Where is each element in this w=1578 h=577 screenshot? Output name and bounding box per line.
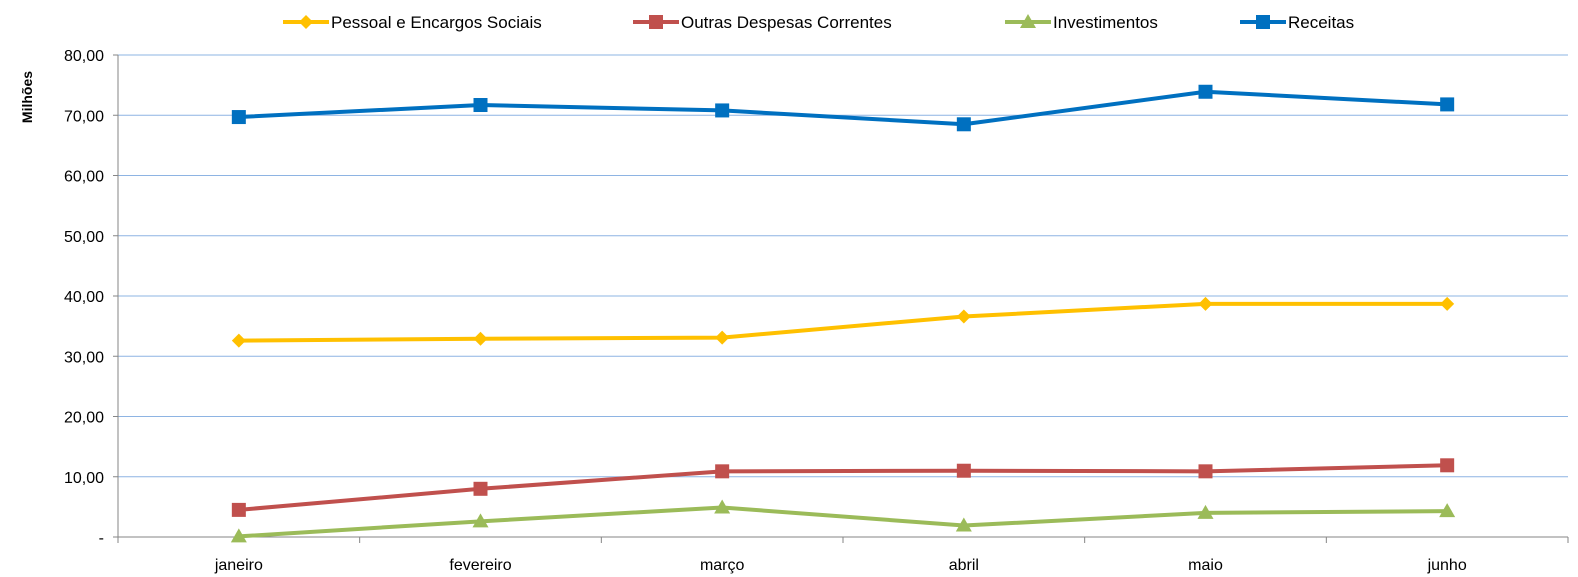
x-tick-label: abril <box>949 557 979 574</box>
y-tick-label: 30,00 <box>64 349 104 366</box>
series-outras-despesas-correntes <box>231 458 1455 517</box>
legend-marker <box>299 15 313 29</box>
data-point <box>1197 504 1214 519</box>
x-tick-label: março <box>700 557 745 574</box>
x-tick-label: maio <box>1188 557 1223 574</box>
data-point <box>1440 296 1455 311</box>
data-point <box>231 333 246 348</box>
series-line <box>238 89 1448 127</box>
x-tick-label: fevereiro <box>449 557 511 574</box>
legend-label: Receitas <box>1288 13 1354 32</box>
y-tick-label: 60,00 <box>64 169 104 186</box>
data-point <box>1439 503 1456 518</box>
y-tick-label: 20,00 <box>64 410 104 427</box>
data-point <box>956 463 971 478</box>
data-point <box>1440 97 1455 112</box>
legend-label: Outras Despesas Correntes <box>681 13 892 32</box>
legend-entry: Receitas <box>1240 13 1354 32</box>
y-tick-label: 80,00 <box>64 48 104 65</box>
series-layer <box>230 84 1456 543</box>
legend-entry: Investimentos <box>1005 13 1158 32</box>
x-tick-label: janeiro <box>214 557 263 574</box>
data-point <box>956 117 971 132</box>
y-tick-label: 70,00 <box>64 108 104 125</box>
grid-layer <box>118 54 1568 478</box>
series-receitas <box>231 84 1455 132</box>
legend-marker <box>1256 15 1270 29</box>
data-point <box>231 110 246 125</box>
data-point <box>955 517 972 532</box>
series-investimentos <box>230 499 1456 543</box>
y-tick-label: 50,00 <box>64 229 104 246</box>
data-point <box>1198 84 1213 99</box>
y-tick-label: - <box>99 530 104 547</box>
data-point <box>1198 296 1213 311</box>
legend-label: Pessoal e Encargos Sociais <box>331 13 542 32</box>
legend-marker <box>1020 14 1036 28</box>
data-point <box>715 464 730 479</box>
series-line <box>238 505 1448 539</box>
data-point <box>230 528 247 543</box>
legend-entry: Pessoal e Encargos Sociais <box>283 13 542 32</box>
data-point <box>714 499 731 514</box>
y-tick-label: 10,00 <box>64 470 104 487</box>
legend: Pessoal e Encargos Sociais Outras Despesa… <box>283 13 1354 32</box>
data-point <box>473 331 488 346</box>
series-line <box>238 301 1448 343</box>
data-point <box>231 502 246 517</box>
data-point <box>715 330 730 345</box>
data-point <box>1440 458 1455 473</box>
data-point <box>473 481 488 496</box>
y-axis-label: Milhões <box>19 71 35 123</box>
y-tick-label: 40,00 <box>64 289 104 306</box>
legend-label: Investimentos <box>1053 13 1158 32</box>
series-pessoal-e-encargos-sociais <box>231 296 1455 348</box>
series-line <box>238 463 1448 512</box>
data-point <box>956 309 971 324</box>
x-tick-label: junho <box>1427 557 1467 574</box>
legend-entry: Outras Despesas Correntes <box>633 13 892 32</box>
data-point <box>715 103 730 118</box>
data-point <box>1198 464 1213 479</box>
legend-marker <box>649 15 663 29</box>
data-point <box>472 513 489 528</box>
axis-layer: - 10,00 20,00 30,00 40,00 50,00 60,00 70,00 80,0… <box>64 48 1569 574</box>
data-point <box>473 98 488 113</box>
